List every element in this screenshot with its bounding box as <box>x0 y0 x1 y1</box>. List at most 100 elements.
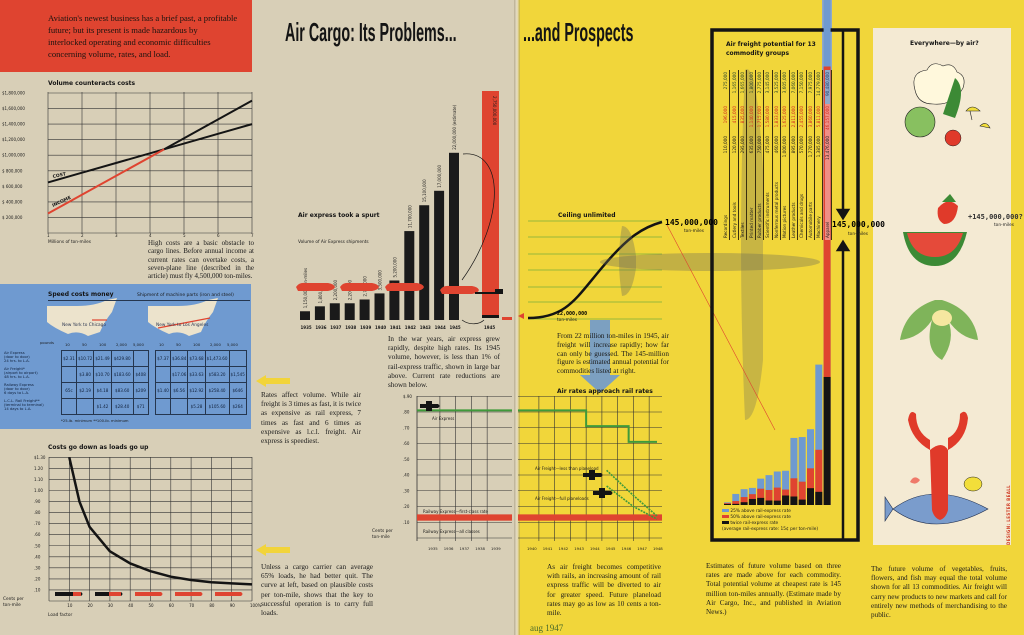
load-plane-icon <box>175 592 203 596</box>
y-tick-label: .80 <box>34 510 41 515</box>
commodity-cell: Chemicals and drugs <box>799 193 805 238</box>
mode-line: L.C.L. Rail Freight** <box>4 399 40 403</box>
x-tick-label: 1940 <box>527 546 537 551</box>
loads-chart-ylabel: Cents per ton-mile <box>3 597 24 608</box>
table-cell: $1,473.60 <box>204 350 230 367</box>
x-tick-label: 2 <box>81 233 84 238</box>
y-tick-label: .80 <box>403 410 410 415</box>
y-tick-label: .50 <box>34 543 41 548</box>
air-express-label: Air Express <box>432 416 454 421</box>
commodity-cell: Automobile parts <box>807 201 813 238</box>
air-express-bar <box>404 231 415 320</box>
route-los-angeles: New York to Los Angeles <box>156 323 209 328</box>
title-left: Air Cargo: Its Problems... <box>285 17 457 47</box>
loads-chart-xlabel: Load factor <box>48 613 73 618</box>
bar-value-label: 11,700,000 <box>407 205 412 228</box>
commodity-legend: 25% above rail-express rate 50% above ra… <box>722 509 818 533</box>
commodity-table: Recordings 110,000 196,000 275,000 Cutlery a… <box>722 70 832 240</box>
table-cell: $12.92 <box>187 382 206 399</box>
commodity-cell: 635,000 <box>748 136 754 154</box>
x-tick-label: 1941 <box>543 546 553 551</box>
year-label: 1944 <box>435 325 446 330</box>
bar-twice-rate <box>765 500 773 505</box>
bar-value-label: 17,000,000 <box>437 164 442 187</box>
x-tick-label: 50 <box>149 603 155 608</box>
table-cell: $264 <box>228 398 247 415</box>
table-cell: $28.40 <box>110 398 134 415</box>
x-tick-label: 1947 <box>637 546 647 551</box>
y-tick-label: $ 200,000 <box>2 215 23 220</box>
income-line <box>163 99 253 151</box>
bar-25pct <box>790 437 798 505</box>
future-caption: The future volume of vegetables, fruits,… <box>871 565 1007 620</box>
y-tick-label: 1.20 <box>34 466 43 471</box>
legend-item: 50% above rail-express rate <box>722 515 818 521</box>
air-express-bar <box>359 299 370 320</box>
table-cell: $1.42 <box>93 398 112 415</box>
growth-curve <box>527 220 663 320</box>
table-cell: $105.60 <box>204 398 230 415</box>
x-tick-label: 1948 <box>653 546 663 551</box>
commodity-row: Chemicals and drugs 570,000 2,455,000 7,150… <box>798 70 807 240</box>
transport-mode: L.C.L. Rail Freight** (terminal to termin… <box>4 399 60 415</box>
commodity-cell: 1,625,000 <box>782 106 788 128</box>
table-row: $2.31 $10.72 $21.49 $429.80 <box>61 350 149 367</box>
commodity-cell: Textiles <box>740 222 746 238</box>
commodity-row: Cutlery and tools 120,000 415,000 1,165,000 <box>730 70 739 240</box>
commodity-cell: 1,715,000 <box>757 106 763 128</box>
x-tick-label: 4 <box>149 233 152 238</box>
estimates-caption: Estimates of future volume based on thre… <box>706 562 841 617</box>
ceiling-end-unit: ton-miles <box>684 229 705 234</box>
table-cell: $10.70 <box>93 366 112 383</box>
transport-mode: Railway Express (door to door) 6 days to L… <box>4 383 60 399</box>
y-tick-label: .30 <box>403 488 410 493</box>
commodity-row: Nonferrous metal products 460,000 1,833,00… <box>772 70 782 240</box>
x-tick-label: 1946 <box>622 546 632 551</box>
table-cell: $209 <box>132 382 149 399</box>
mode-line: (airport to airport) <box>4 371 38 376</box>
commodity-row: Recordings 110,000 196,000 275,000 <box>722 70 731 240</box>
y-tick-label: $1,400,000 <box>2 122 25 127</box>
commodity-cell: Recordings <box>723 214 729 238</box>
rate-table: $7.37 $36.84 $73.68 $1,473.60 $17.06 $33.63 $5… <box>155 350 247 415</box>
table-row: $3.80 $10.70 $183.60 $408 <box>61 366 149 383</box>
y-tick-label: .50 <box>403 457 410 462</box>
year-label: 1939 <box>360 325 371 330</box>
commodity-chart-title: Air freight potential for 13 commodity g… <box>726 41 816 57</box>
table-row: $17.06 $33.63 $583.20 $1,545 <box>155 366 247 383</box>
commodity-cell: 1,800,000 <box>748 72 754 94</box>
y-tick-label: .10 <box>403 520 410 525</box>
orchid-icon <box>900 300 978 360</box>
commodity-cell: 415,000 <box>731 106 737 124</box>
strawberry-icon <box>937 201 958 224</box>
x-tick-label: 1 <box>47 233 50 238</box>
y-tick-label: $1,600,000 <box>2 106 25 111</box>
plus-volume-unit: ton-miles <box>994 223 1015 228</box>
table-cell <box>228 350 247 367</box>
commodity-cell: 1,140,000 <box>748 106 754 128</box>
ceiling-start-label: 22,000,000 <box>557 311 588 317</box>
cost-curve <box>68 457 253 586</box>
table-cell <box>169 398 189 415</box>
rail-express-value-label: 2,750,000,000 <box>492 96 497 126</box>
year-label: 1935 <box>301 325 312 330</box>
cauliflower-leaves-icon <box>943 78 961 118</box>
ceiling-start-unit: ton-miles <box>557 318 578 323</box>
commodity-cell: 475,000 <box>765 136 771 154</box>
x-tick-label: 70 <box>189 603 195 608</box>
transport-mode: Air Freight* (airport to airport) 48 hrs. … <box>4 367 60 383</box>
table-cell: $36.84 <box>169 350 189 367</box>
weight-label: 5,000 <box>227 342 238 347</box>
year-label: 1936 <box>315 325 326 330</box>
x-tick-label: 20 <box>88 603 94 608</box>
plane-icon <box>583 470 603 480</box>
table-row: $5.28 $105.60 $264 <box>155 398 247 415</box>
bar-value-label: 2,200,000 <box>333 279 338 300</box>
table-cell: $583.20 <box>204 366 230 383</box>
table-cell: $1,545 <box>228 366 247 383</box>
mushroom-icon <box>965 106 991 129</box>
red-marker <box>502 317 512 320</box>
x-tick-label: 3 <box>115 233 118 238</box>
year-label: 1938 <box>345 325 356 330</box>
